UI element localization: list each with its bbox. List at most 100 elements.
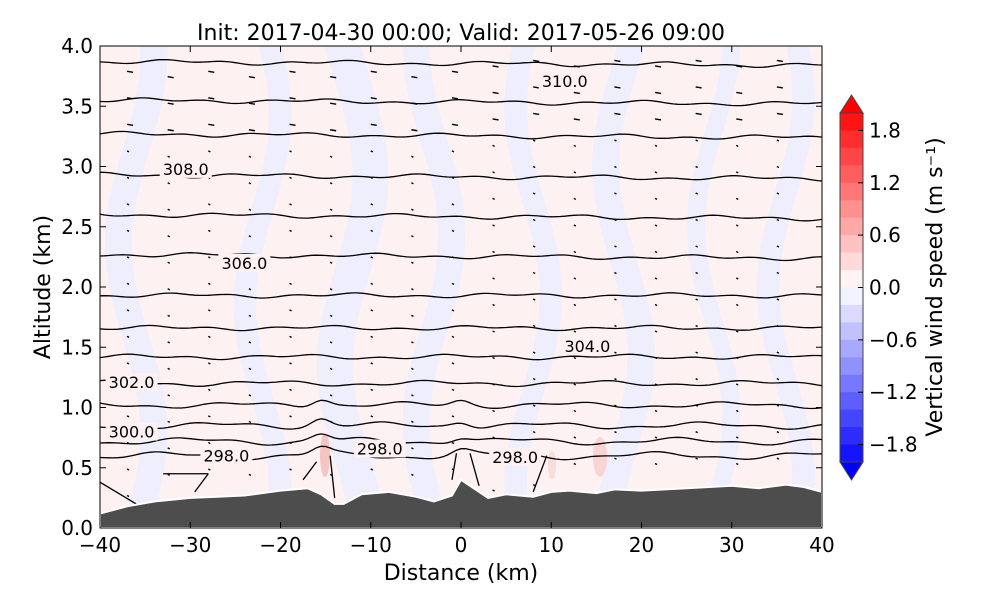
wind-vector	[126, 494, 130, 498]
wind-vector	[248, 341, 252, 344]
wind-vector	[167, 341, 171, 344]
contour-label: 298.0	[203, 447, 249, 466]
y-tick-label: 3.0	[61, 155, 93, 179]
wind-vector	[289, 70, 296, 73]
wind-vector	[289, 176, 292, 179]
contour-line	[302, 461, 318, 481]
colorbar-tick-label: 1.8	[869, 118, 901, 142]
wind-vector	[492, 91, 499, 95]
colorbar-tick-label: 1.2	[869, 171, 901, 195]
wind-vector	[411, 420, 414, 423]
wind-vector	[126, 335, 130, 339]
wind-vector	[735, 330, 739, 333]
wind-vector	[167, 394, 171, 397]
colorbar-segment	[840, 147, 863, 166]
colorbar-max-arrow	[839, 94, 864, 114]
wind-vector	[289, 335, 292, 339]
wind-vector	[411, 473, 414, 477]
wind-vector	[614, 324, 617, 328]
wind-vector	[289, 388, 292, 392]
contour-label-bg	[105, 373, 158, 392]
colorbar[interactable]: 1.8 1.2 0.6 0.0 −0.6 −1.2 −1.8	[839, 94, 918, 481]
wind-vector	[370, 309, 374, 312]
wind-vector	[776, 59, 783, 63]
wind-vector	[573, 462, 577, 466]
wind-vector	[492, 277, 495, 280]
wind-vector	[207, 362, 211, 365]
wind-vector	[411, 129, 418, 132]
wind-vector	[654, 118, 662, 121]
wind-vector	[167, 288, 171, 291]
wind-vector	[614, 139, 617, 142]
y-tick-label: 0.5	[61, 456, 93, 480]
contour-line	[329, 455, 336, 498]
colorbar-segment	[840, 113, 863, 131]
wind-vector	[654, 197, 658, 201]
wind-vector	[411, 102, 418, 105]
colorbar-tick-label: 0.6	[869, 223, 901, 247]
wind-vector	[207, 415, 211, 418]
wind-vector	[451, 415, 455, 418]
wind-vector	[289, 97, 296, 100]
wind-vector	[614, 218, 617, 222]
wind-vector	[533, 59, 540, 63]
contour-line	[100, 481, 137, 505]
colorbar-segment	[840, 182, 863, 201]
wind-vector	[451, 150, 455, 153]
wind-vector	[370, 203, 374, 206]
contour-label: 298.0	[357, 439, 403, 458]
wind-vector	[492, 250, 495, 254]
wind-vector	[451, 362, 455, 365]
wind-vector	[329, 314, 333, 317]
colorbar-segment	[840, 200, 863, 219]
wind-vector	[248, 129, 256, 132]
wind-vector	[289, 441, 292, 445]
contour-label-bg	[218, 253, 271, 272]
wind-vector	[614, 430, 617, 434]
wind-vector	[248, 208, 252, 211]
wind-vector	[776, 430, 780, 434]
wind-vector	[289, 203, 292, 206]
wind-vector	[614, 165, 617, 169]
wind-vector	[492, 356, 495, 360]
colorbar-segment	[840, 130, 863, 149]
y-tick-label: 2.5	[61, 215, 93, 239]
wind-vector	[248, 102, 256, 105]
wind-vector	[411, 261, 414, 264]
wind-vector	[573, 250, 577, 254]
contour-line	[100, 97, 822, 107]
contour-line	[532, 455, 548, 493]
wind-vector	[451, 441, 455, 445]
wind-vector	[654, 303, 658, 307]
wind-vector	[533, 86, 540, 89]
wind-vector	[776, 86, 783, 89]
contour-line	[100, 353, 822, 361]
wind-vector	[289, 309, 292, 312]
wind-vector	[532, 298, 536, 301]
wind-vector	[573, 356, 577, 360]
wind-vector	[695, 112, 702, 116]
wind-vector	[492, 197, 495, 201]
wind-vector	[329, 155, 333, 158]
updraft-patch	[548, 451, 556, 479]
updraft-patch	[320, 433, 330, 477]
y-axis-label: Altitude (km)	[31, 215, 56, 359]
wind-vector	[736, 65, 743, 68]
contour-label-bg	[489, 447, 542, 466]
wind-vector	[654, 65, 662, 68]
wind-vector	[492, 383, 495, 386]
wind-vector	[451, 256, 455, 259]
wind-vector	[126, 468, 130, 471]
downdraft-band	[233, 46, 292, 528]
x-ticks: −40 −30 −20 −10 0 10 20 30 40	[79, 46, 835, 557]
wind-vector	[370, 468, 374, 471]
contour-line	[469, 453, 480, 486]
contour-line	[100, 292, 822, 299]
wind-vector	[573, 303, 577, 307]
wind-vector	[126, 123, 134, 127]
contour-label: 306.0	[221, 254, 267, 273]
wind-vector	[329, 208, 333, 211]
wind-vector	[492, 224, 495, 227]
wind-vector	[289, 229, 292, 232]
colorbar-segment	[840, 357, 863, 376]
